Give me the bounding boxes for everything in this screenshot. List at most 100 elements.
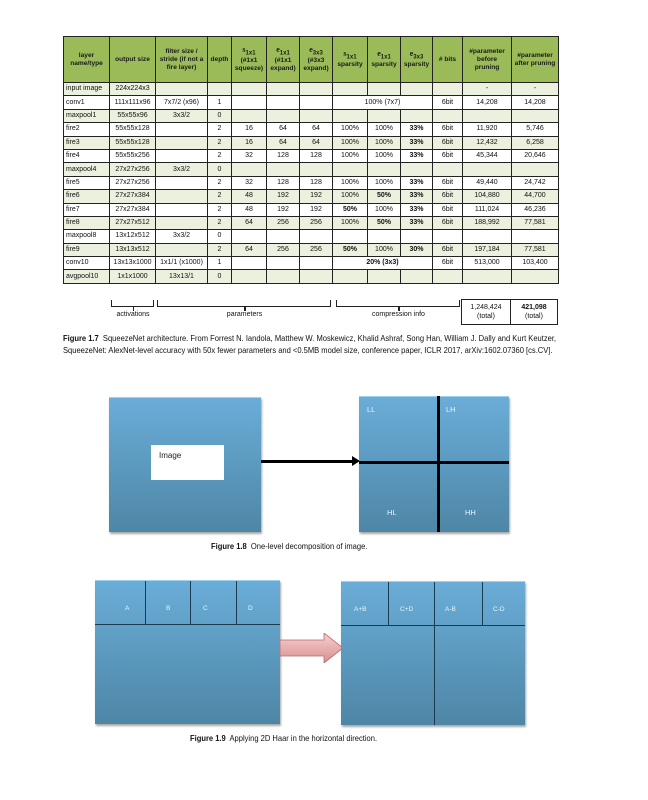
table-cell: 3x3/2 bbox=[155, 108, 208, 124]
table-cell: 55x55x128 bbox=[109, 122, 156, 137]
row-divider bbox=[95, 624, 280, 625]
table-cell: 100% bbox=[367, 202, 401, 217]
table-cell: 64 bbox=[266, 135, 300, 150]
table-cell bbox=[299, 162, 333, 177]
table-cell: 27x27x512 bbox=[109, 215, 156, 231]
table-row-fire4: fire4 55x55x256 2 32 128 128 100% 100% 33% 6bit 45… bbox=[63, 148, 559, 164]
table-cell: 100% bbox=[332, 148, 368, 164]
table-cell: 64 bbox=[299, 135, 333, 150]
col-divider bbox=[190, 581, 191, 624]
column-header: e1x1 (#1x1 expand) bbox=[266, 36, 300, 83]
total-before: 1,248,424 (total) bbox=[461, 299, 511, 325]
table-cell bbox=[266, 269, 300, 284]
table-cell bbox=[432, 269, 463, 284]
table-cell: 128 bbox=[299, 148, 333, 164]
parameters-label: parameters bbox=[226, 311, 263, 318]
table-cell bbox=[266, 108, 300, 124]
header-subscript: 3x3 bbox=[413, 54, 424, 61]
table-cell bbox=[511, 269, 559, 284]
table-row-conv10: conv10 13x13x1000 1x1/1 (x1000) 1 20% (3x3) 6… bbox=[63, 256, 559, 271]
table-cell: 111x111x96 bbox=[109, 95, 156, 110]
table-cell bbox=[155, 148, 208, 164]
image-placeholder: Image bbox=[151, 445, 224, 480]
column-header: e3x3 (#3x3 expand) bbox=[299, 36, 333, 83]
figure-1-7-text: SqueezeNet architecture. From Forrest N.… bbox=[63, 333, 557, 355]
cell-d-label: D bbox=[248, 605, 253, 612]
table-cell: - bbox=[462, 81, 512, 97]
figure-1-9-text: Applying 2D Haar in the horizontal direc… bbox=[229, 733, 378, 743]
table-cell: 32 bbox=[231, 148, 267, 164]
table-cell bbox=[231, 256, 267, 271]
table-cell: 50% bbox=[332, 242, 368, 258]
table-cell bbox=[155, 189, 208, 204]
table-cell bbox=[231, 162, 267, 177]
table-row-conv1: conv1 111x111x96 7x7/2 (x96) 1 100% (7x7) 6bi… bbox=[63, 95, 559, 110]
figure-1-9-label: Figure 1.9 bbox=[190, 733, 226, 743]
cell-c-minus-d-label: C-D bbox=[493, 606, 505, 613]
table-header-row: layer name/type output size filter size / … bbox=[63, 36, 559, 83]
table-row-maxpool4: maxpool4 27x27x256 3x3/2 0 bbox=[63, 162, 559, 177]
header-note: sparsity bbox=[371, 61, 397, 69]
table-cell: 27x27x384 bbox=[109, 189, 156, 204]
table-cell: 100% (7x7) bbox=[332, 95, 433, 110]
table-cell: 0 bbox=[207, 108, 232, 124]
table-cell: 100% bbox=[332, 175, 368, 191]
activations-bracket bbox=[111, 300, 154, 311]
table-cell bbox=[155, 135, 208, 150]
table-cell: 14,208 bbox=[462, 95, 512, 110]
cell-a-plus-b-label: A+B bbox=[354, 606, 367, 613]
table-row-avgpool10: avgpool10 1x1x1000 13x13/1 0 bbox=[63, 269, 559, 284]
header-note: (#1x1 squeeze) bbox=[234, 57, 264, 73]
column-header: #parameter after pruning bbox=[511, 36, 559, 83]
table-cell bbox=[231, 81, 267, 97]
table-cell bbox=[266, 256, 300, 271]
cell-c-plus-d-label: C+D bbox=[400, 606, 414, 613]
table-cell: 77,581 bbox=[511, 215, 559, 231]
table-cell: 55x55x128 bbox=[109, 135, 156, 150]
table-cell: 513,000 bbox=[462, 256, 512, 271]
table-cell bbox=[207, 81, 232, 97]
header-symbol: e bbox=[276, 44, 280, 54]
column-header: e3x3 sparsity bbox=[400, 36, 433, 83]
table-cell bbox=[462, 269, 512, 284]
table-cell bbox=[332, 162, 368, 177]
table-cell: fire2 bbox=[63, 122, 110, 137]
image-label: Image bbox=[159, 451, 182, 460]
table-cell: 6bit bbox=[432, 215, 463, 231]
table-cell bbox=[367, 162, 401, 177]
table-cell bbox=[231, 229, 267, 244]
table-cell bbox=[155, 81, 208, 97]
table-row-fire8: fire8 27x27x512 2 64 256 256 100% 50% 33% 6bit 188… bbox=[63, 215, 559, 231]
table-cell bbox=[511, 229, 559, 244]
header-subscript: 3x3 bbox=[312, 50, 323, 57]
table-cell: fire6 bbox=[63, 189, 110, 204]
table-cell: 2 bbox=[207, 135, 232, 150]
total-after: 421,098 (total) bbox=[510, 299, 558, 325]
header-note: sparsity bbox=[337, 61, 363, 69]
table-cell: 5,746 bbox=[511, 122, 559, 137]
table-cell: 77,581 bbox=[511, 242, 559, 258]
table-cell: fire5 bbox=[63, 175, 110, 191]
table-cell: 2 bbox=[207, 189, 232, 204]
table-cell: 50% bbox=[367, 215, 401, 231]
table-cell: conv1 bbox=[63, 95, 110, 110]
table-cell: 11,920 bbox=[462, 122, 512, 137]
table-cell bbox=[155, 215, 208, 231]
hl-label: HL bbox=[387, 508, 397, 517]
table-cell: 20% (3x3) bbox=[332, 256, 433, 271]
table-cell: 192 bbox=[266, 202, 300, 217]
table-cell bbox=[299, 229, 333, 244]
table-cell: 6bit bbox=[432, 242, 463, 258]
table-cell: fire4 bbox=[63, 148, 110, 164]
table-cell: 55x55x96 bbox=[109, 108, 156, 124]
table-cell: 27x27x256 bbox=[109, 162, 156, 177]
lh-label: LH bbox=[446, 405, 456, 414]
table-cell bbox=[400, 269, 433, 284]
table-cell: 192 bbox=[266, 189, 300, 204]
table-cell: 6bit bbox=[432, 148, 463, 164]
table-cell: 13x13x512 bbox=[109, 242, 156, 258]
column-header: #parameter before pruning bbox=[462, 36, 512, 83]
table-cell bbox=[432, 229, 463, 244]
header-note: sparsity bbox=[403, 61, 430, 69]
table-row-fire2: fire2 55x55x128 2 16 64 64 100% 100% 33% 6bit 11,9… bbox=[63, 122, 559, 137]
